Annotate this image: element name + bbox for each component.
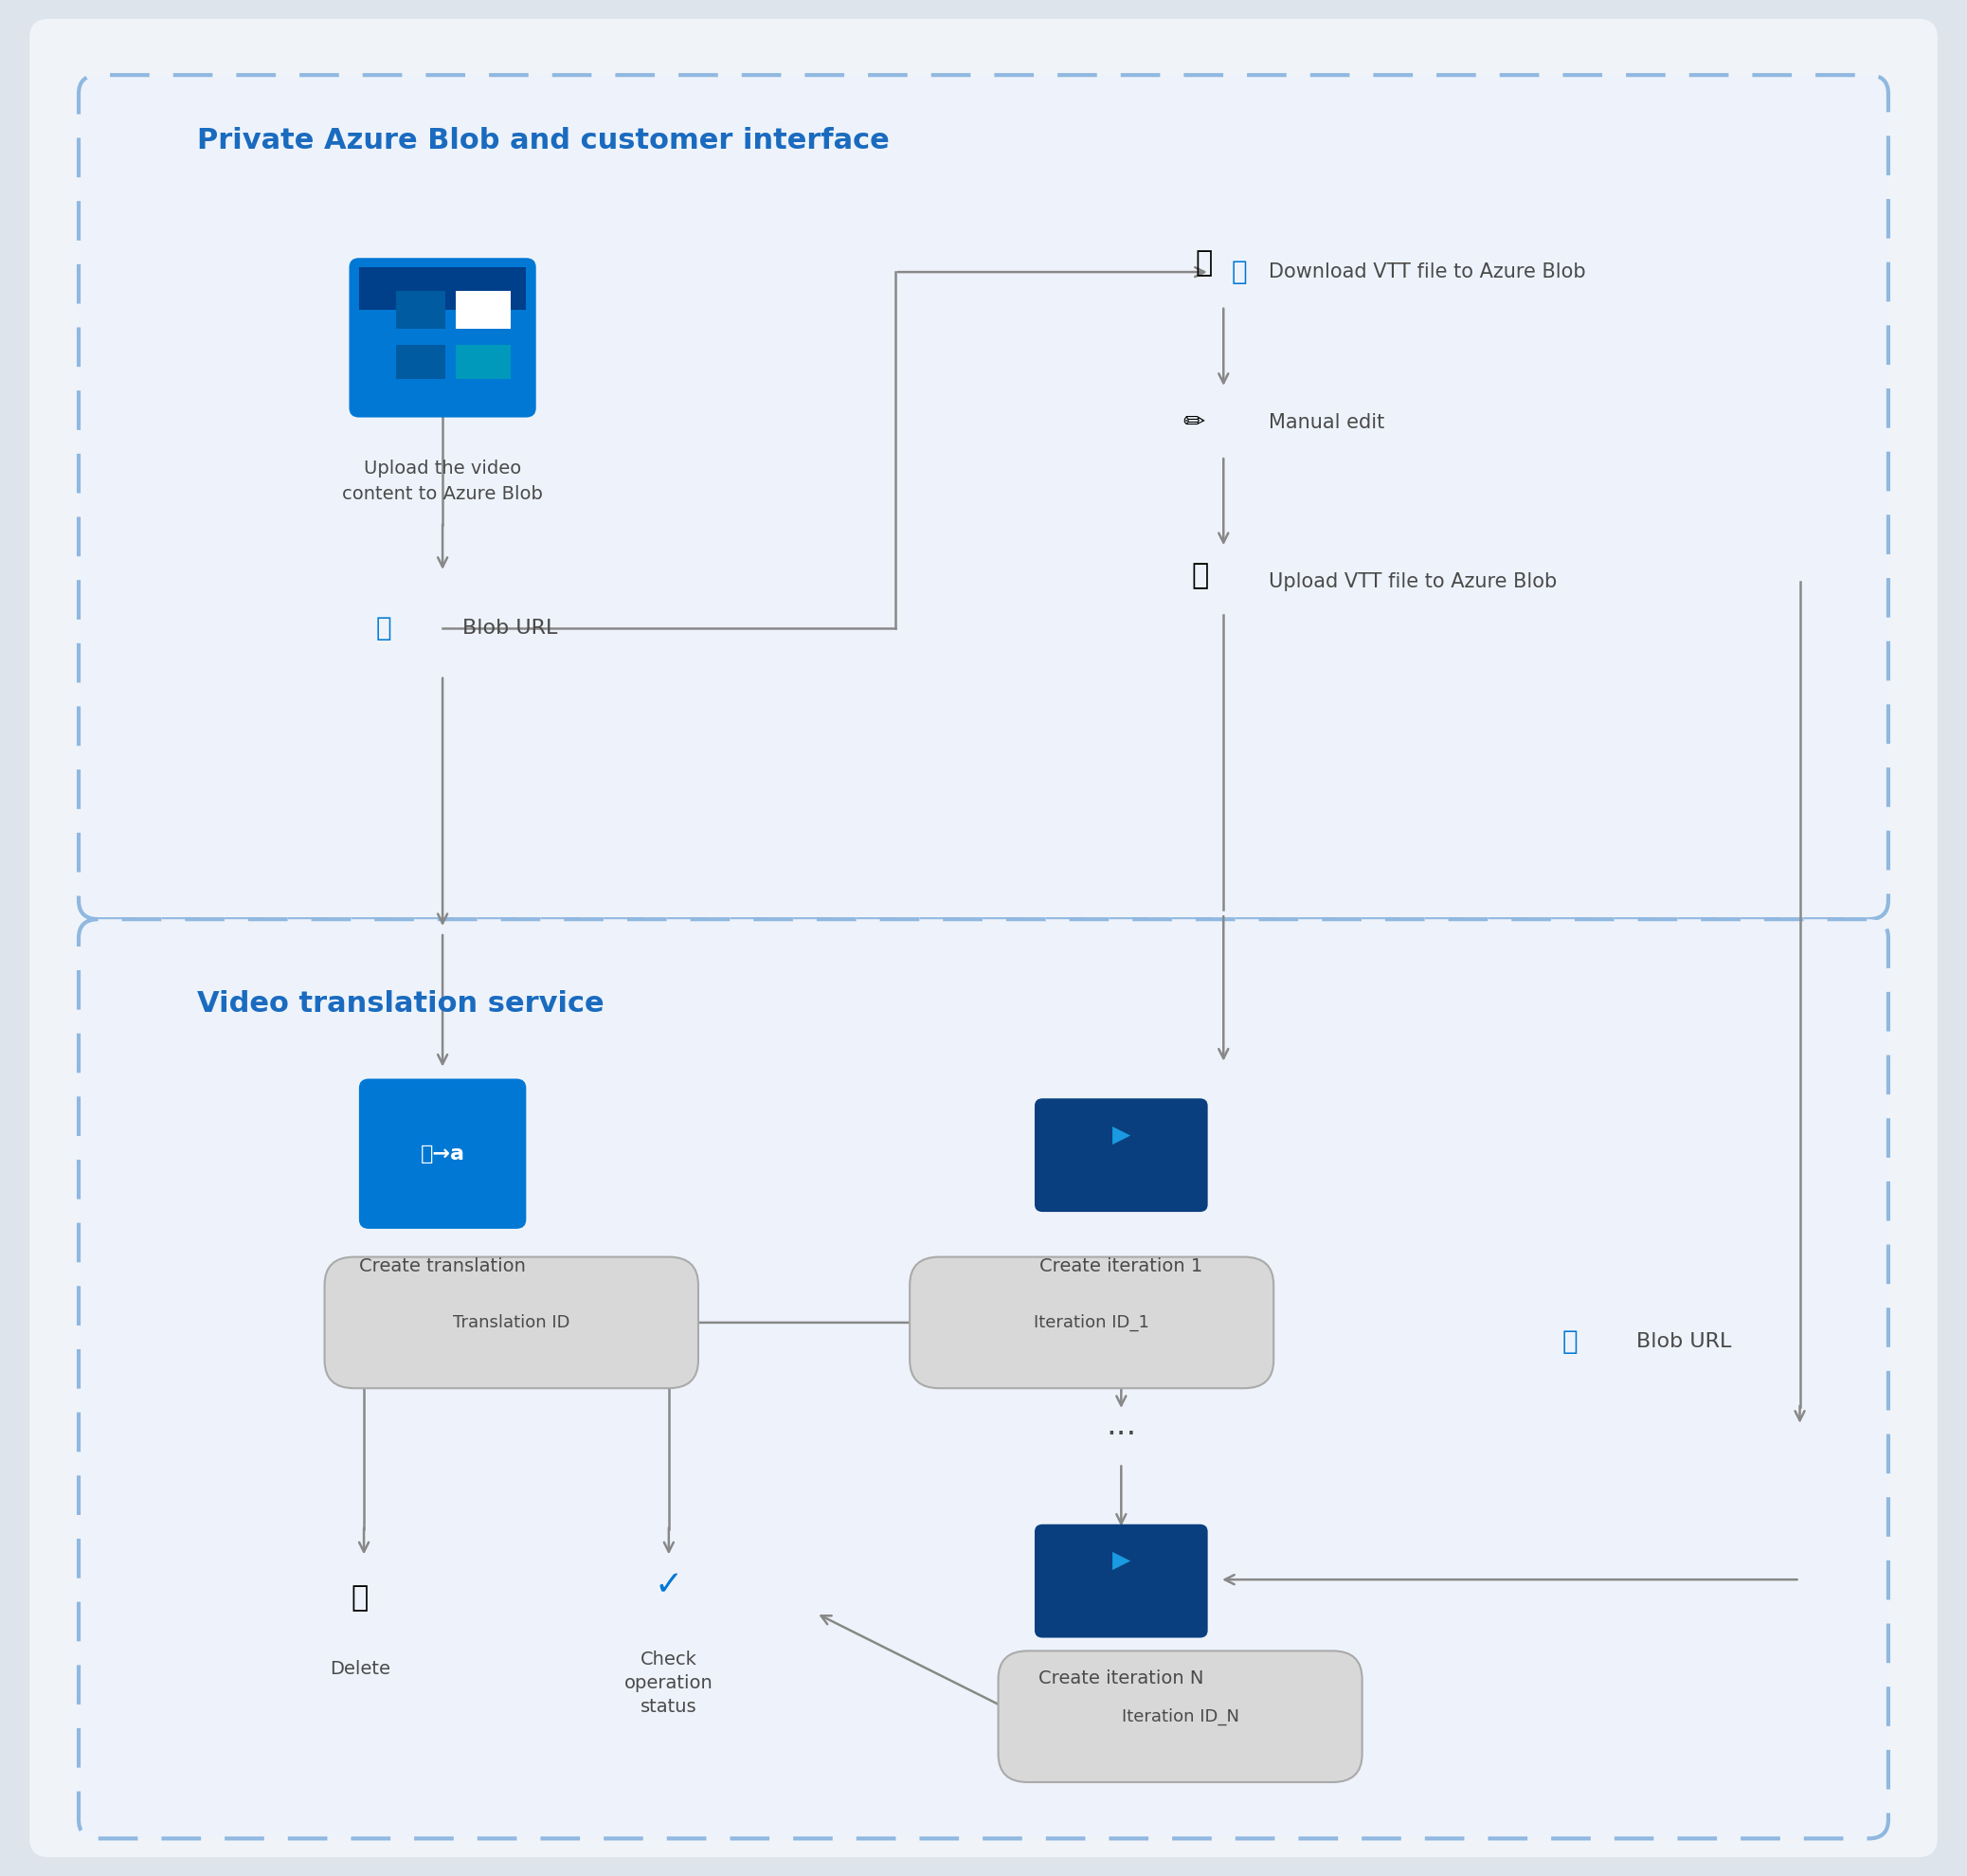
Text: Create iteration 1: Create iteration 1	[1041, 1257, 1202, 1276]
FancyBboxPatch shape	[79, 919, 1888, 1838]
Text: Translation ID: Translation ID	[452, 1313, 570, 1332]
Text: Blob URL: Blob URL	[462, 619, 557, 638]
Text: ✏️: ✏️	[1182, 409, 1206, 435]
Text: ···: ···	[1105, 1420, 1137, 1450]
Text: Video translation service: Video translation service	[197, 991, 604, 1017]
Text: 🗑️: 🗑️	[352, 1585, 368, 1611]
Text: 📥: 📥	[1196, 250, 1212, 276]
FancyBboxPatch shape	[456, 345, 511, 379]
FancyBboxPatch shape	[1035, 1099, 1208, 1212]
Text: Upload VTT file to Azure Blob: Upload VTT file to Azure Blob	[1269, 572, 1558, 591]
Text: 📤: 📤	[1192, 563, 1208, 589]
Text: Download VTT file to Azure Blob: Download VTT file to Azure Blob	[1269, 263, 1585, 281]
Text: ▶: ▶	[1111, 1550, 1131, 1572]
FancyBboxPatch shape	[358, 1079, 525, 1229]
Text: Check
operation
status: Check operation status	[624, 1651, 714, 1717]
FancyBboxPatch shape	[456, 291, 511, 328]
Text: Manual edit: Manual edit	[1269, 413, 1385, 431]
FancyBboxPatch shape	[30, 19, 1937, 1857]
Text: Create translation: Create translation	[360, 1257, 525, 1276]
Text: Blob URL: Blob URL	[1637, 1332, 1731, 1351]
FancyBboxPatch shape	[1109, 1606, 1133, 1634]
FancyBboxPatch shape	[325, 1257, 698, 1388]
FancyBboxPatch shape	[358, 268, 527, 310]
FancyBboxPatch shape	[997, 1651, 1361, 1782]
FancyBboxPatch shape	[1035, 1523, 1208, 1638]
Text: Create iteration N: Create iteration N	[1039, 1670, 1204, 1688]
FancyBboxPatch shape	[395, 345, 445, 379]
FancyBboxPatch shape	[1109, 1180, 1133, 1208]
Text: 🔗: 🔗	[1562, 1328, 1578, 1354]
Text: 🔗: 🔗	[376, 615, 391, 642]
FancyBboxPatch shape	[350, 259, 535, 418]
Text: あ→a: あ→a	[421, 1144, 464, 1163]
FancyBboxPatch shape	[909, 1257, 1275, 1388]
FancyBboxPatch shape	[395, 291, 445, 328]
Text: ✓: ✓	[655, 1568, 683, 1602]
Text: Private Azure Blob and customer interface: Private Azure Blob and customer interfac…	[197, 128, 889, 154]
Text: Upload the video
content to Azure Blob: Upload the video content to Azure Blob	[342, 460, 543, 503]
Text: Delete: Delete	[330, 1660, 389, 1679]
Text: Iteration ID_1: Iteration ID_1	[1035, 1313, 1149, 1332]
FancyBboxPatch shape	[79, 75, 1888, 919]
Text: Iteration ID_N: Iteration ID_N	[1121, 1707, 1239, 1726]
Text: ▶: ▶	[1111, 1124, 1131, 1146]
Text: 📥: 📥	[1231, 259, 1247, 285]
